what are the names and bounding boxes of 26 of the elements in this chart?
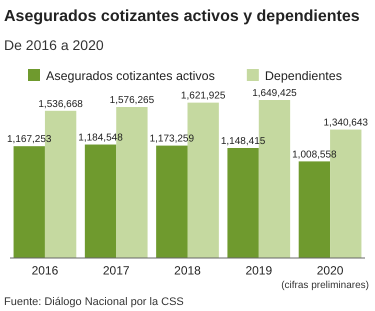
x-tick-label: 2016	[32, 264, 59, 278]
data-label: 1,649,425	[252, 88, 298, 99]
data-label: 1,536,668	[38, 98, 84, 110]
data-label: 1,008,558	[292, 149, 338, 160]
bar	[14, 146, 45, 258]
x-tick-label: 2018	[174, 264, 202, 278]
data-label: 1,148,415	[220, 136, 266, 147]
x-tick-label: 2017	[102, 264, 130, 278]
bar	[156, 146, 188, 258]
legend-label: Asegurados cotizantes activos	[46, 69, 215, 83]
data-label: 1,340,643	[324, 118, 368, 129]
legend-label: Dependientes	[264, 69, 342, 83]
chart-subtitle: De 2016 a 2020	[4, 37, 104, 53]
chart-title: Asegurados cotizantes activos y dependientes	[4, 8, 360, 25]
data-label: 1,576,265	[110, 95, 155, 106]
x-tick-label: 2020	[316, 264, 344, 278]
data-label: 1,621,925	[180, 90, 226, 102]
bar	[298, 161, 330, 258]
x-tick-label: 2019	[245, 264, 272, 278]
bar	[227, 148, 259, 258]
data-label: 1,167,253	[6, 134, 52, 146]
text: (cifras preliminares)	[281, 280, 369, 291]
data-label: 1,184,548	[78, 132, 124, 144]
data-label: 1,173,259	[150, 134, 194, 145]
source-note: Fuente: Diálogo Nacional por la CSS	[4, 296, 184, 308]
bar	[84, 144, 116, 258]
